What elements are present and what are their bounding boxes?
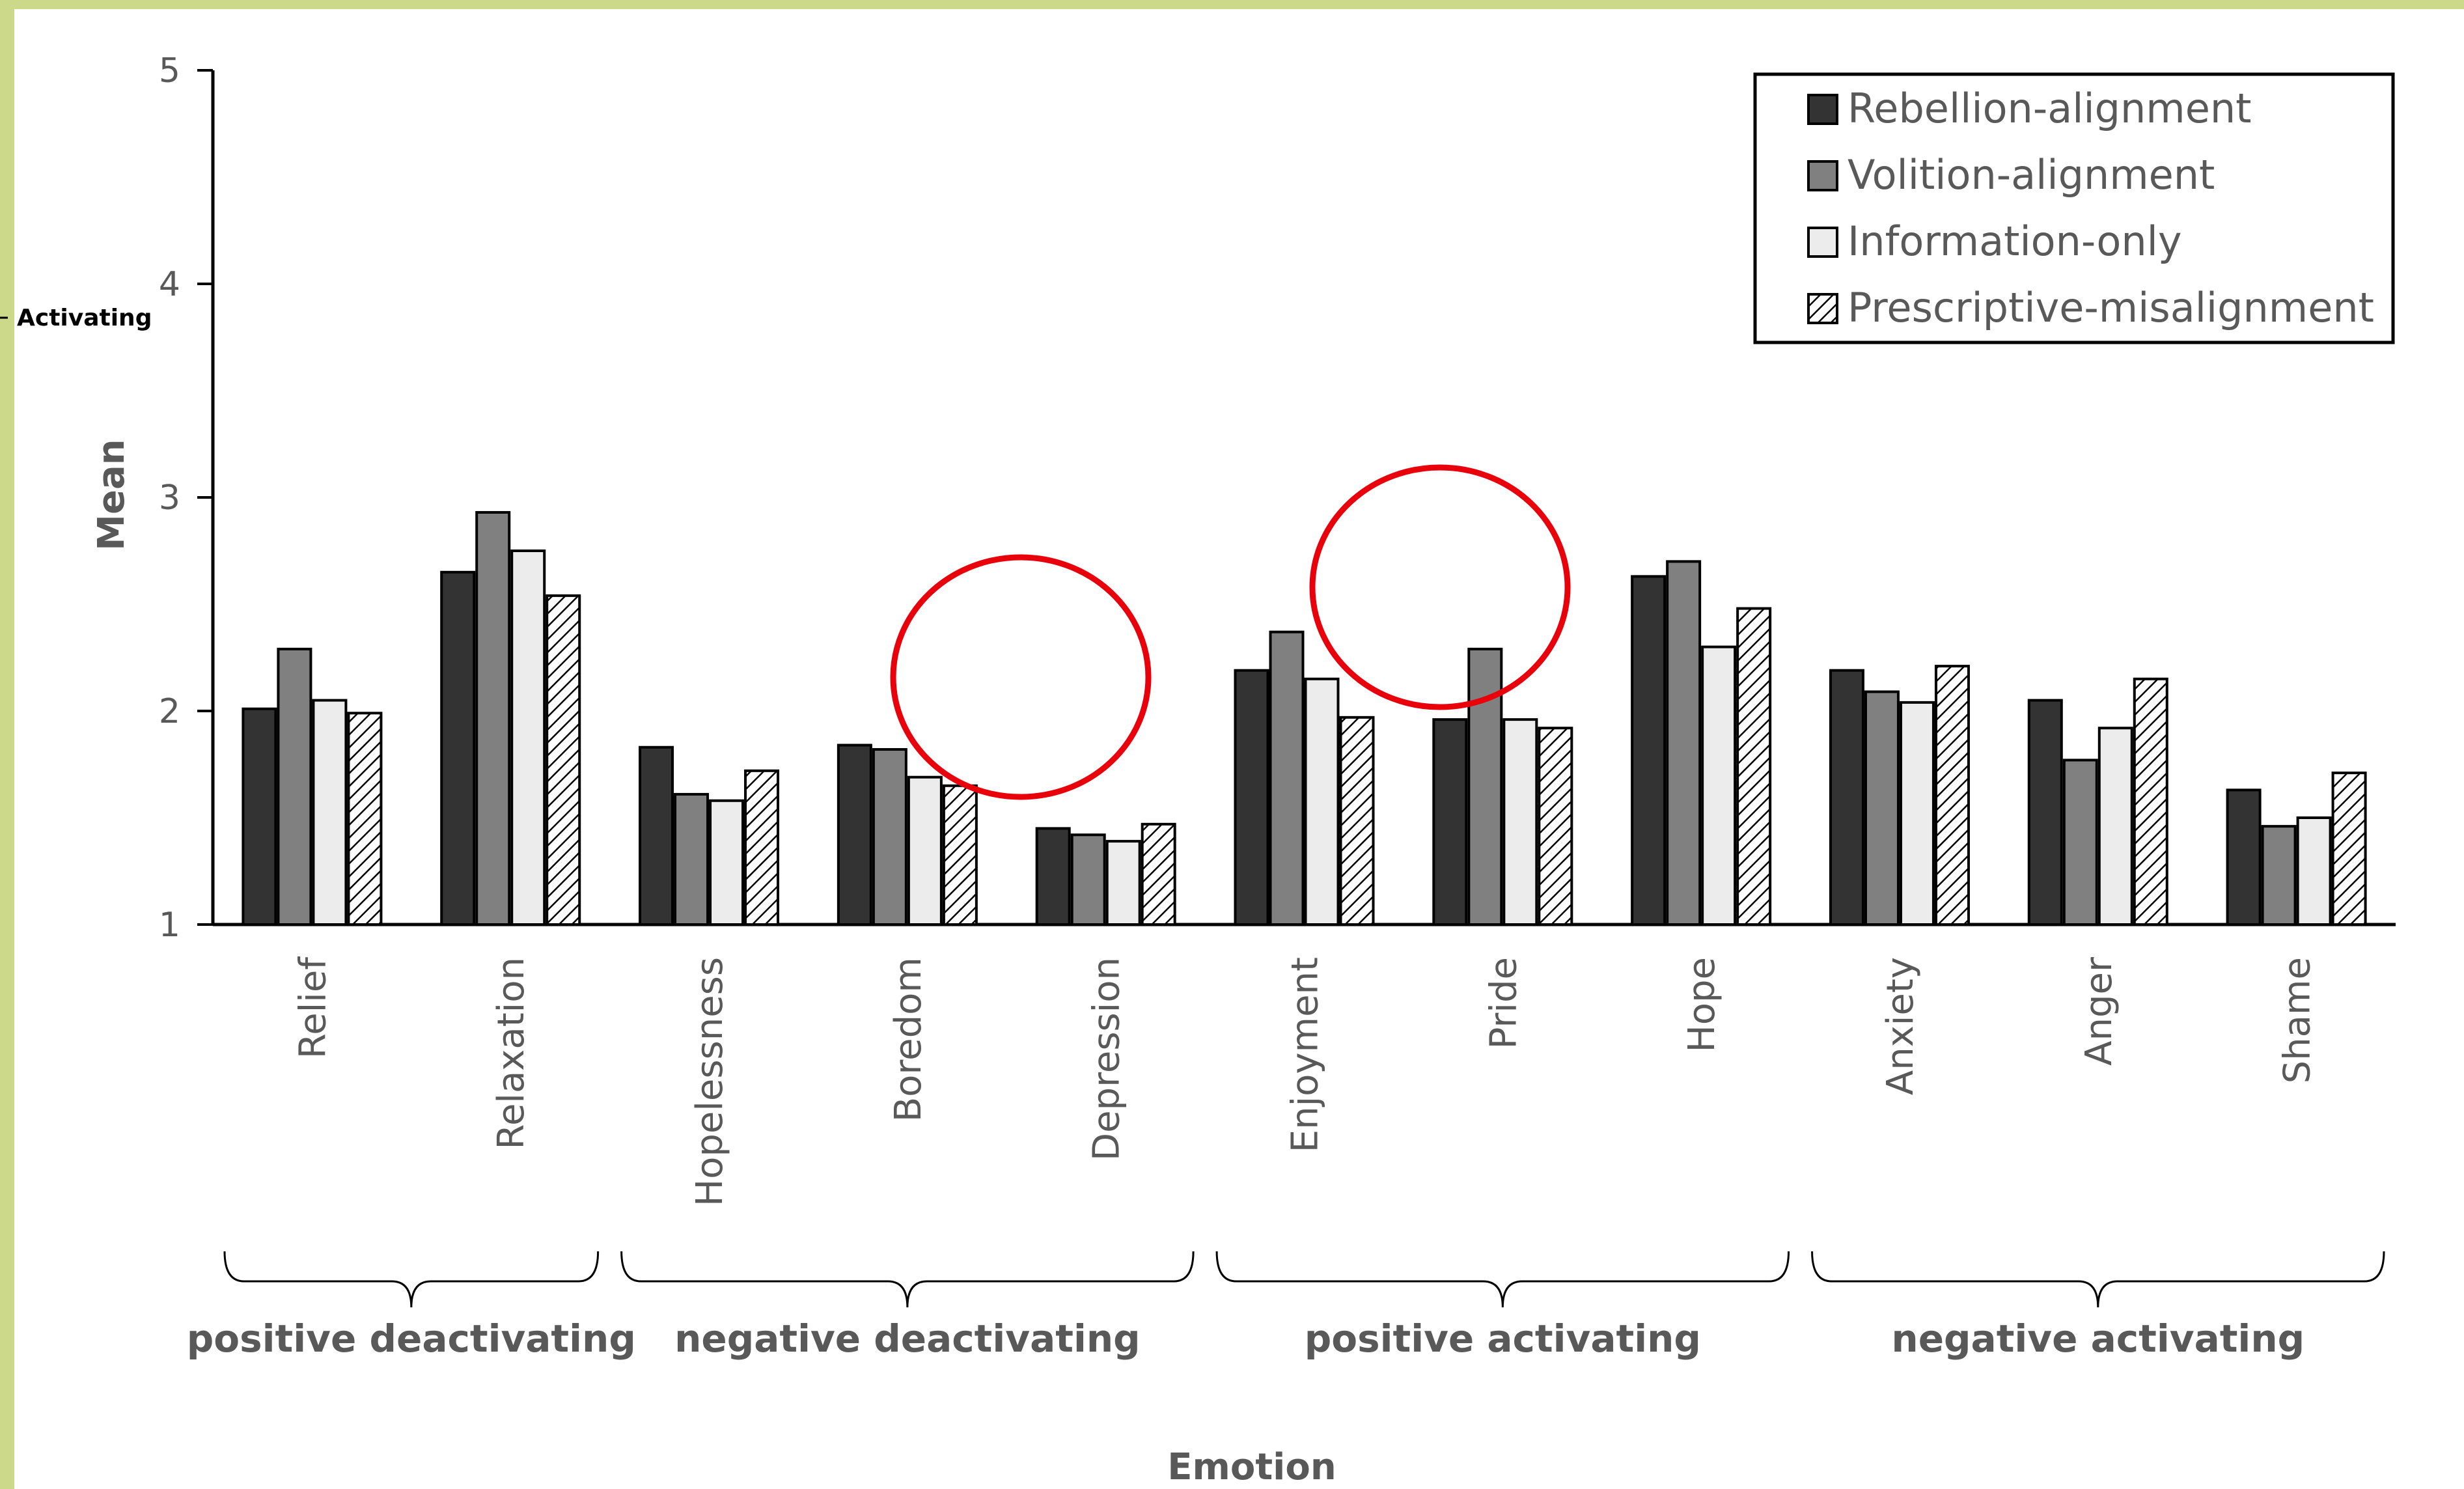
legend: Rebellion-alignment Volition-alignment Inf… <box>1753 72 2395 344</box>
bar-volition-alignment-enjoyment <box>1269 630 1305 926</box>
bar-rebellion-alignment-hopelessness <box>639 745 674 926</box>
y-axis-ticks: 1 2 3 4 5 <box>159 51 213 945</box>
group-brace <box>1215 1251 1790 1308</box>
x-tick-labels: Relief Relaxation Hopelessness Boredom Depre… <box>292 956 2318 1206</box>
bar-volition-alignment-anxiety <box>1864 690 1900 926</box>
x-tick-label-enjoyment: Enjoyment <box>1284 957 1327 1152</box>
bar-prescriptive-misalignment-depression <box>1141 822 1176 926</box>
annotation-circles <box>890 464 1571 800</box>
bar-prescriptive-misalignment-enjoyment <box>1339 716 1375 926</box>
bar-information-only-anger <box>2097 727 2133 926</box>
bar-information-only-boredom <box>907 775 943 926</box>
bar-volition-alignment-hope <box>1666 560 1702 926</box>
y-tick-label: 5 <box>159 51 180 90</box>
bar-rebellion-alignment-pride <box>1432 718 1468 926</box>
bar-rebellion-alignment-relief <box>242 707 277 926</box>
x-axis-label: Emotion <box>1167 1446 1336 1488</box>
bars <box>242 510 2367 926</box>
bar-volition-alignment-boredom <box>872 748 907 926</box>
bar-prescriptive-misalignment-pride <box>1538 727 1573 926</box>
bar-prescriptive-misalignment-anger <box>2133 677 2168 926</box>
group-brace <box>620 1251 1195 1308</box>
y-axis-label: Mean <box>90 439 133 550</box>
side-label: Activating <box>17 305 152 331</box>
legend-entry: Rebellion-alignment <box>1848 85 2251 132</box>
legend-box <box>1753 72 2395 344</box>
group-label: negative deactivating <box>674 1316 1141 1361</box>
bar-information-only-hope <box>1701 645 1737 926</box>
bar-prescriptive-misalignment-relaxation <box>546 594 581 926</box>
bar-volition-alignment-hopelessness <box>674 792 710 926</box>
y-tick-label: 2 <box>159 692 180 731</box>
bar-volition-alignment-anger <box>2062 758 2098 926</box>
x-tick-label-pride: Pride <box>1482 957 1525 1049</box>
bar-prescriptive-misalignment-anxiety <box>1934 665 1970 926</box>
legend-swatch <box>1807 160 1838 191</box>
bar-prescriptive-misalignment-shame <box>2331 772 2367 926</box>
bar-prescriptive-misalignment-hope <box>1736 607 1772 926</box>
x-tick-label-relaxation: Relaxation <box>490 957 533 1149</box>
bar-rebellion-alignment-anger <box>2027 699 2063 926</box>
legend-entry: Prescriptive-misalignment <box>1848 284 2374 331</box>
y-tick-label: 4 <box>159 265 180 304</box>
x-tick-label-relief: Relief <box>292 956 334 1059</box>
bar-rebellion-alignment-depression <box>1035 827 1071 926</box>
bar-information-only-depression <box>1105 840 1141 926</box>
annotation-circle-pride <box>1309 464 1571 710</box>
bar-information-only-hopelessness <box>709 799 745 926</box>
bar-rebellion-alignment-boredom <box>837 744 872 926</box>
group-brace <box>223 1251 600 1308</box>
x-tick-label-anxiety: Anxiety <box>1879 957 1922 1095</box>
bar-prescriptive-misalignment-relief <box>347 712 383 926</box>
group-label: positive deactivating <box>187 1316 636 1361</box>
x-tick-label-hope: Hope <box>1681 957 1723 1052</box>
x-tick-label-shame: Shame <box>2277 957 2319 1083</box>
bar-rebellion-alignment-relaxation <box>440 570 476 926</box>
bar-rebellion-alignment-enjoyment <box>1234 669 1269 926</box>
legend-swatch <box>1807 94 1838 125</box>
bar-prescriptive-misalignment-hopelessness <box>744 769 780 926</box>
x-tick-label-hopelessness: Hopelessness <box>689 957 731 1206</box>
y-tick-label: 1 <box>159 906 180 945</box>
bar-volition-alignment-relief <box>277 647 312 926</box>
bar-volition-alignment-shame <box>2261 825 2297 926</box>
bar-information-only-shame <box>2296 816 2332 926</box>
bar-information-only-relaxation <box>510 550 546 926</box>
bar-volition-alignment-depression <box>1070 833 1106 926</box>
group-brace <box>1811 1251 2385 1308</box>
bar-prescriptive-misalignment-boredom <box>942 784 978 926</box>
x-tick-label-anger: Anger <box>2078 956 2120 1066</box>
x-tick-label-boredom: Boredom <box>887 957 930 1122</box>
legend-entry: Volition-alignment <box>1848 151 2215 199</box>
bar-rebellion-alignment-anxiety <box>1829 669 1864 926</box>
group-label: negative activating <box>1891 1316 2305 1361</box>
bar-rebellion-alignment-hope <box>1631 575 1667 926</box>
y-tick-label: 3 <box>159 479 180 518</box>
frame-border-top <box>0 0 2464 9</box>
legend-swatch <box>1807 293 1838 324</box>
bar-rebellion-alignment-shame <box>2226 788 2262 926</box>
group-label: positive activating <box>1305 1316 1701 1361</box>
bar-information-only-relief <box>312 699 348 926</box>
bar-information-only-enjoyment <box>1304 677 1340 926</box>
bar-information-only-anxiety <box>1899 701 1935 926</box>
legend-swatch <box>1807 227 1838 258</box>
bar-volition-alignment-relaxation <box>475 510 511 926</box>
annotation-circle-boredom <box>890 554 1152 800</box>
x-tick-label-depression: Depression <box>1086 957 1128 1161</box>
bar-volition-alignment-pride <box>1467 647 1503 926</box>
frame-border-left <box>0 0 14 1489</box>
bar-information-only-pride <box>1502 718 1538 926</box>
legend-entry: Information-only <box>1848 217 2182 265</box>
group-braces: positive deactivating negative deactivati… <box>187 1251 2385 1361</box>
